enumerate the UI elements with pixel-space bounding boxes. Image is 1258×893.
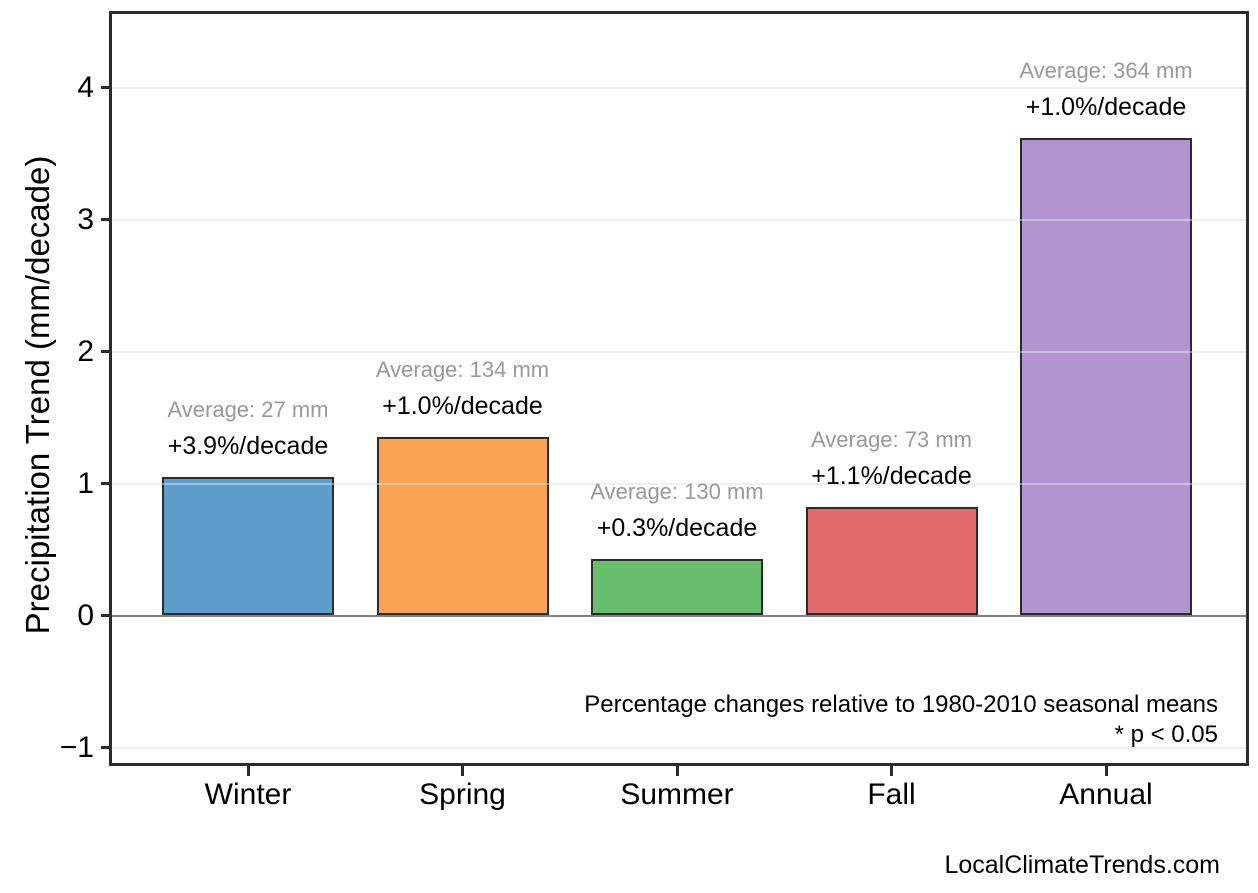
y-tick-mark: [101, 614, 111, 617]
bar-annual: [1020, 137, 1192, 616]
gridline: [112, 482, 1246, 485]
bar-summer: [591, 558, 763, 616]
annotation-trend: +1.0%/decade: [382, 392, 543, 421]
x-tick-label-annual: Annual: [1059, 778, 1153, 811]
gridline: [112, 746, 1246, 749]
x-tick-label-summer: Summer: [620, 778, 734, 811]
bar-annotation-fall: Average: 73 mm +1.1%/decade: [811, 421, 972, 495]
bar-fall: [805, 507, 978, 616]
gridline-overlay: [112, 86, 1246, 89]
gridline-overlay: [112, 746, 1246, 749]
gridline: [112, 218, 1246, 221]
annotation-average: Average: 73 mm: [810, 427, 973, 453]
annotation-trend: +1.0%/decade: [1025, 92, 1187, 121]
annotation-trend: +0.3%/decade: [596, 513, 758, 542]
gridline: [112, 86, 1246, 89]
source-watermark: LocalClimateTrends.com: [944, 851, 1220, 879]
annotation-trend: +1.1%/decade: [811, 462, 972, 491]
bar-annotation-annual: Average: 364 mm +1.0%/decade: [1019, 52, 1192, 126]
x-tick-mark: [246, 765, 250, 776]
bar-winter: [162, 476, 334, 616]
x-tick-mark: [1104, 765, 1108, 776]
x-tick-mark: [461, 765, 464, 776]
bar-annotation-winter: Average: 27 mm +3.9%/decade: [167, 391, 328, 465]
y-tick-label: 3: [77, 202, 94, 236]
gridline: [112, 350, 1246, 353]
y-tick-mark: [101, 86, 111, 89]
gridline-overlay: [112, 350, 1246, 353]
annotation-average: Average: 364 mm: [1019, 57, 1193, 83]
gridline-overlay: [112, 482, 1246, 485]
footnote-significance: * p < 0.05: [1114, 721, 1218, 748]
y-tick-label: 1: [77, 466, 94, 500]
annotation-average: Average: 130 mm: [590, 478, 764, 504]
plot-footnotes: Percentage changes relative to 1980-2010…: [584, 690, 1218, 750]
annotation-average: Average: 134 mm: [375, 357, 550, 383]
y-tick-mark: [101, 350, 111, 353]
plot-area: Percentage changes relative to 1980-2010…: [109, 11, 1249, 766]
y-tick-label: −1: [59, 730, 94, 764]
x-tick-label-winter: Winter: [204, 778, 292, 811]
annotation-trend: +3.9%/decade: [167, 431, 329, 460]
x-tick-mark: [890, 765, 893, 776]
y-tick-label: 2: [77, 334, 94, 368]
bar-spring: [376, 437, 549, 616]
y-tick-label: 4: [77, 70, 94, 104]
x-tick-mark: [675, 765, 679, 776]
y-tick-label: 0: [77, 598, 94, 632]
gridline-overlay: [112, 218, 1246, 221]
bar-annotation-summer: Average: 130 mm +0.3%/decade: [590, 473, 763, 547]
y-tick-mark: [101, 482, 111, 485]
x-tick-label-spring: Spring: [419, 778, 506, 811]
annotation-average: Average: 27 mm: [167, 396, 329, 422]
zero-gridline: [112, 614, 1246, 617]
bar-annotation-spring: Average: 134 mm +1.0%/decade: [376, 351, 549, 425]
footnote-percentage-basis: Percentage changes relative to 1980-2010…: [584, 691, 1218, 718]
y-tick-mark: [101, 746, 111, 749]
x-tick-label-fall: Fall: [867, 778, 916, 811]
y-tick-mark: [101, 218, 111, 221]
